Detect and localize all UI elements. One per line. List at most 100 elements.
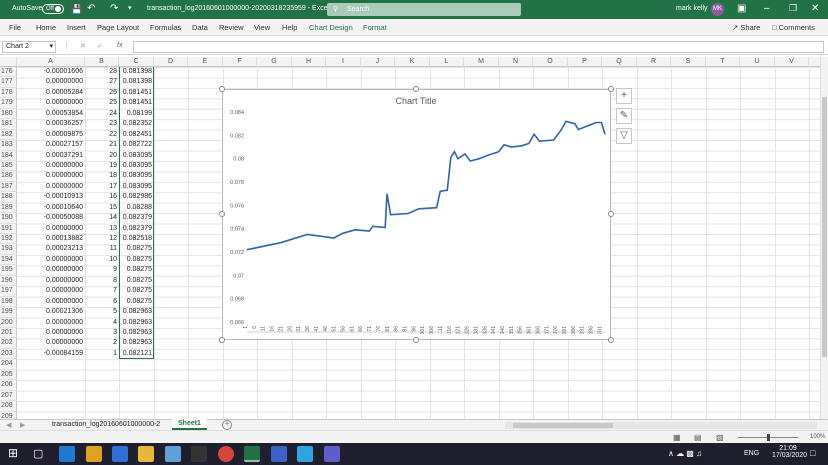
cell-c[interactable] <box>119 370 154 380</box>
cell-b[interactable]: 2 <box>113 339 117 347</box>
column-header[interactable]: F <box>223 57 257 67</box>
cell-b[interactable]: 21 <box>109 141 117 149</box>
row-header[interactable]: 180 <box>0 109 17 120</box>
cell-a[interactable]: 0.00000000 <box>46 99 83 107</box>
cell-a[interactable]: 0.00000000 <box>46 318 83 326</box>
store-icon[interactable] <box>86 446 102 462</box>
minimize-icon[interactable]: – <box>764 3 770 14</box>
cell-c[interactable]: 0.08275 <box>126 266 152 274</box>
cell-c[interactable]: 0.08288 <box>126 203 152 211</box>
cell-b[interactable]: 8 <box>113 276 117 284</box>
cell-c[interactable]: 0.083095 <box>122 182 152 190</box>
cell-b[interactable] <box>85 391 119 401</box>
column-header[interactable]: T <box>706 57 740 67</box>
resize-handle[interactable] <box>413 337 419 343</box>
row-header[interactable]: 197 <box>0 286 17 297</box>
zoom-level[interactable]: 100% <box>810 434 826 440</box>
cell-a[interactable]: 0.00037291 <box>46 151 83 159</box>
column-header[interactable]: M <box>464 57 499 67</box>
cell-c[interactable]: 0.081398 <box>122 68 152 75</box>
cell-c[interactable]: 0.08275 <box>126 287 152 295</box>
row-header[interactable]: 188 <box>0 192 17 203</box>
column-header[interactable]: B <box>85 57 119 67</box>
close-icon[interactable]: ✕ <box>811 3 820 14</box>
cell-a[interactable]: 0.00000000 <box>46 297 83 305</box>
cell-a[interactable]: 0.00021306 <box>46 308 83 316</box>
chart-filters-button[interactable]: ▽ <box>616 128 632 144</box>
column-header[interactable]: H <box>292 57 326 67</box>
cell-b[interactable]: 3 <box>113 329 117 336</box>
cell-b[interactable]: 18 <box>109 172 117 180</box>
row-header[interactable]: 208 <box>0 401 17 412</box>
cell-a[interactable]: 0.00013882 <box>46 235 83 243</box>
row-header[interactable]: 200 <box>0 318 17 328</box>
cell-c[interactable]: 0.08275 <box>126 255 152 263</box>
resize-handle[interactable] <box>219 337 225 343</box>
tab-chart-design[interactable]: Chart Design <box>309 23 353 32</box>
tab-home[interactable]: Home <box>36 23 57 32</box>
horizontal-scrollbar[interactable] <box>505 422 817 429</box>
chart-elements-button[interactable]: + <box>616 88 632 104</box>
redo-icon[interactable]: ↷ <box>110 3 119 14</box>
row-header[interactable]: 195 <box>0 265 17 276</box>
tab-page-layout[interactable]: Page Layout <box>97 23 140 32</box>
cell-c[interactable]: 0.082379 <box>122 224 152 232</box>
user-name[interactable]: mark kelly <box>676 5 708 12</box>
column-header[interactable]: E <box>188 57 223 67</box>
insert-function-icon[interactable]: fx <box>117 42 123 49</box>
cell-b[interactable]: 12 <box>109 235 117 243</box>
save-icon[interactable]: 💾 <box>71 4 83 14</box>
row-header[interactable]: 205 <box>0 370 17 381</box>
tab-view[interactable]: View <box>254 23 271 32</box>
cell-b[interactable]: 25 <box>109 99 117 107</box>
column-header[interactable]: K <box>395 57 430 67</box>
cell-c[interactable]: 0.083095 <box>122 161 152 169</box>
tray-icons[interactable]: ∧ ☁ ▩ ♫ <box>668 449 703 458</box>
row-header[interactable]: 207 <box>0 391 17 402</box>
cell-a[interactable]: -0.00010640 <box>43 203 83 211</box>
scroll-thumb[interactable] <box>513 423 613 428</box>
search-box[interactable]: ⚲ Search <box>327 3 521 16</box>
column-header[interactable]: D <box>154 57 188 67</box>
row-header[interactable]: 176 <box>0 67 17 78</box>
cell-b[interactable]: 4 <box>113 318 117 326</box>
edge-icon[interactable] <box>59 446 75 462</box>
cell-b[interactable] <box>85 380 119 390</box>
column-header[interactable]: L <box>430 57 464 67</box>
series-line[interactable] <box>246 120 606 251</box>
cell-c[interactable]: 0.08275 <box>126 276 152 284</box>
cell-b[interactable]: 10 <box>109 255 117 263</box>
chart-styles-button[interactable]: ✎ <box>616 108 632 124</box>
row-header[interactable]: 183 <box>0 140 17 151</box>
cell-b[interactable]: 14 <box>109 214 117 222</box>
cell-c[interactable]: 0.082379 <box>122 214 152 222</box>
next-sheet-icon[interactable]: ▶ <box>20 422 26 429</box>
app-icon[interactable] <box>271 446 287 462</box>
column-header[interactable]: Q <box>602 57 637 67</box>
cell-a[interactable]: 0.00000000 <box>46 182 83 190</box>
column-header[interactable]: I <box>326 57 361 67</box>
cell-b[interactable]: 11 <box>109 245 117 253</box>
windows-start-icon[interactable]: ⊞ <box>8 446 19 460</box>
cell-b[interactable]: 13 <box>109 224 117 232</box>
cell-b[interactable]: 1 <box>113 349 117 357</box>
cell-b[interactable]: 23 <box>109 120 117 128</box>
cell-c[interactable]: 0.082121 <box>122 349 152 357</box>
cell-c[interactable] <box>119 380 154 390</box>
avatar[interactable]: MK <box>711 3 724 16</box>
cell-c[interactable]: 0.081451 <box>122 88 152 96</box>
column-header[interactable]: N <box>499 57 533 67</box>
cell-a[interactable]: 0.00000000 <box>46 255 83 263</box>
row-header[interactable]: 189 <box>0 203 17 214</box>
terminal-icon[interactable] <box>191 446 207 462</box>
cell-c[interactable] <box>119 359 154 369</box>
row-header[interactable]: 191 <box>0 224 17 235</box>
tab-insert[interactable]: Insert <box>67 23 86 32</box>
row-header[interactable]: 184 <box>0 151 17 161</box>
autosave-toggle[interactable]: Off <box>42 4 64 14</box>
cell-b[interactable]: 6 <box>113 297 117 305</box>
tab-review[interactable]: Review <box>219 23 244 32</box>
prev-sheet-icon[interactable]: ◀ <box>6 422 12 429</box>
language-indicator[interactable]: ENG <box>744 450 760 457</box>
row-header[interactable]: 186 <box>0 171 17 182</box>
